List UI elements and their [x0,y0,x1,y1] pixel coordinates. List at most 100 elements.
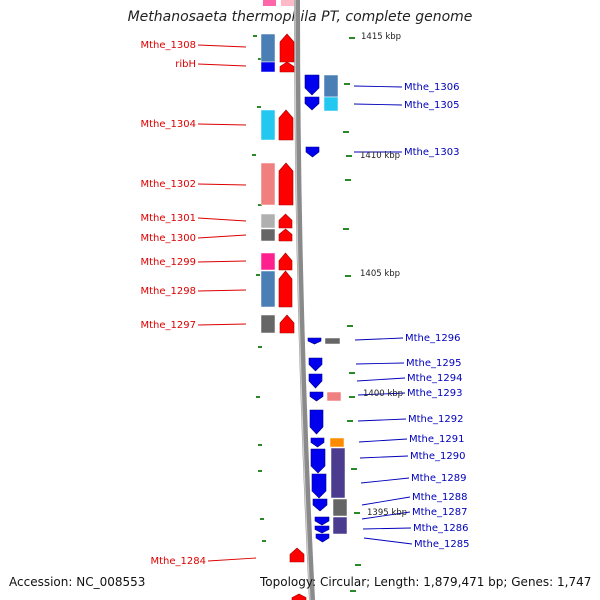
leader-line [361,511,411,520]
gene-arrow-forward [279,314,295,334]
gene-label[interactable]: Mthe_1297 [141,320,197,331]
leader-line [361,496,411,506]
leader-line [358,438,408,443]
cog-bar [260,314,276,334]
position-tick [252,154,256,156]
gene-label[interactable]: Mthe_1299 [141,257,197,268]
kbp-label-1410: 1410 kbp [360,151,400,161]
position-tick [256,274,260,276]
gene-arrow-forward [278,252,293,271]
leader-line [363,537,413,545]
leader-line [355,362,405,365]
gene-arrow-forward [278,162,294,206]
leader-line [357,392,406,396]
gene-label[interactable]: Mthe_1294 [407,373,463,384]
leader-line [353,103,403,106]
gene-label[interactable]: Mthe_1291 [409,434,465,445]
leader-line [197,234,247,239]
leader-line [362,527,412,530]
accession-text: Accession: NC_008553 [9,575,146,589]
position-ticks [252,35,361,592]
gene-label[interactable]: Mthe_1287 [412,507,468,518]
position-tick [258,346,262,348]
gene-arrow-forward [279,61,295,73]
kbp-label-1395: 1395 kbp [367,508,407,518]
gene-label[interactable]: Mthe_1292 [408,414,464,425]
leader-line [353,85,403,88]
gene-label[interactable]: Mthe_1308 [141,40,197,51]
gene-arrow-reverse [314,516,330,526]
position-tick [349,372,355,374]
position-tick [354,512,360,514]
gene-arrow-reverse [312,498,328,512]
position-tick [345,275,351,277]
cog-bar [281,0,294,6]
gene-label[interactable]: Mthe_1289 [411,473,467,484]
gene-label[interactable]: Mthe_1303 [404,147,460,158]
gene-arrow-forward [278,270,293,308]
genome-summary-text: Topology: Circular; Length: 1,879,471 bp… [260,575,592,589]
leader-line [359,455,409,459]
gene-label[interactable]: Mthe_1296 [405,333,461,344]
position-tick [347,325,353,327]
gene-arrow-reverse [311,473,327,499]
gene-label[interactable]: Mthe_1305 [404,100,460,111]
gene-label[interactable]: Mthe_1306 [404,82,460,93]
gene-arrow-reverse [307,337,322,345]
position-tick [257,106,261,108]
gene-label[interactable]: Mthe_1290 [410,451,466,462]
cog-bar [263,0,276,6]
position-tick [347,420,353,422]
leader-line [356,377,406,382]
leader-line [197,44,247,48]
position-tick [258,470,262,472]
gene-arrow-forward [291,593,307,600]
cog-bar [260,252,276,271]
leader-line [197,123,247,126]
gene-arrow-reverse [310,448,326,474]
gene-label[interactable]: Mthe_1298 [141,286,197,297]
leader-line [197,183,247,186]
gene-label[interactable]: Mthe_1301 [141,213,197,224]
gene-arrow-forward [278,228,293,242]
gene-label[interactable]: Mthe_1304 [141,119,197,130]
leader-line [197,323,247,326]
gene-arrow-reverse [308,357,323,372]
position-tick [343,228,349,230]
cog-bar [326,391,342,402]
gene-label[interactable]: Mthe_1295 [406,358,462,369]
kbp-label-1400: 1400 kbp [363,389,403,399]
position-tick [345,179,351,181]
position-tick [350,590,356,592]
gene-arrow-forward [278,213,293,229]
cog-bar [260,33,276,63]
kbp-label-1405: 1405 kbp [360,269,400,279]
gene-label[interactable]: Mthe_1293 [407,388,463,399]
position-tick [349,396,355,398]
label-leaders [197,44,413,562]
cog-bar [260,109,276,141]
gene-arrow-forward [289,547,305,563]
position-tick [344,83,350,85]
gene-arrow-reverse [309,391,324,402]
gene-arrow-forward [279,33,295,63]
genome-backbone [294,0,315,600]
gene-arrow-reverse [309,409,324,435]
position-tick [355,564,361,566]
gene-label[interactable]: Mthe_1300 [141,233,197,244]
gene-arrow-reverse [310,437,325,448]
cog-bar [260,162,276,206]
cog-bar [329,437,345,448]
gene-label[interactable]: Mthe_1302 [141,179,197,190]
genome-backbone-highlight [294,0,311,600]
gene-label[interactable]: Mthe_1286 [413,523,469,534]
leader-line [357,418,407,422]
gene-label[interactable]: ribH [175,59,196,70]
gene-label[interactable]: Mthe_1285 [414,539,470,550]
cog-bars [260,0,348,535]
cog-bar [323,96,339,112]
gene-arrows [278,33,330,600]
gene-label[interactable]: Mthe_1284 [151,556,207,567]
gene-label[interactable]: Mthe_1288 [412,492,468,503]
